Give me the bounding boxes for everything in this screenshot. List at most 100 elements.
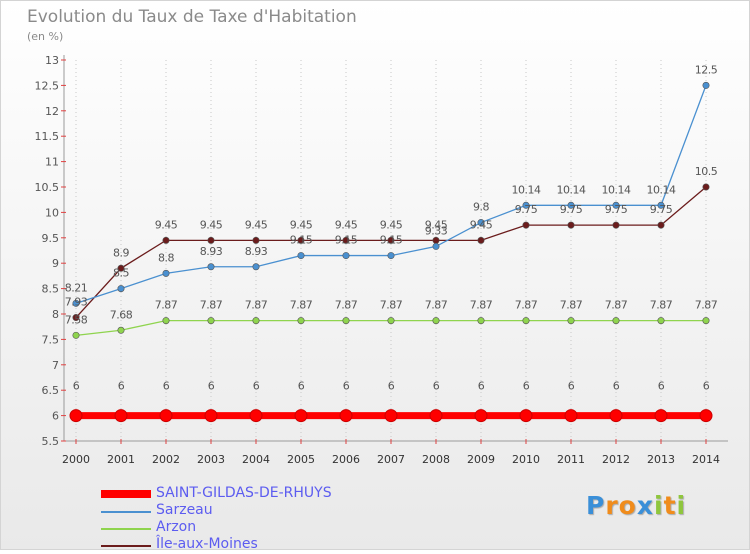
data-point [387,252,395,260]
logo-letter: P [586,491,606,520]
logo-letter: i [676,491,687,520]
x-tick-label: 2002 [152,453,180,466]
data-point [342,317,350,325]
data-label: 6 [433,380,440,393]
data-point [654,409,668,423]
y-tick-label: 7 [52,359,59,372]
legend-item: Arzon [101,519,441,537]
data-point [72,314,80,322]
data-label: 6 [163,380,170,393]
y-tick-label: 13 [45,54,59,67]
x-tick-label: 2011 [557,453,585,466]
chart-title: Evolution du Taux de Taxe d'Habitation [27,7,357,27]
data-point [432,236,440,244]
data-point [612,221,620,229]
data-point [252,317,260,325]
data-point [522,201,530,209]
data-label: 7.87 [470,299,493,312]
data-label: 6 [613,380,620,393]
data-point [162,269,170,277]
logo-letter: i [654,491,664,520]
data-point [567,221,575,229]
y-tick-label: 9 [52,257,59,270]
data-label: 7.87 [650,299,673,312]
y-tick-label: 8 [52,308,59,321]
y-tick-label: 10.5 [35,181,60,194]
data-label: 6 [568,380,575,393]
data-point [477,236,485,244]
data-label: 6 [118,380,125,393]
data-point [72,299,80,307]
x-tick-label: 2009 [467,453,495,466]
data-point [657,221,665,229]
data-point [207,263,215,271]
data-point [432,242,440,250]
x-tick-label: 2007 [377,453,405,466]
data-label: 7.87 [155,299,178,312]
data-label: 9.75 [605,203,628,216]
data-label: 9.75 [650,203,673,216]
legend-label: Arzon [156,519,197,535]
data-label: 9.15 [290,234,313,247]
proxiti-logo: Proxiti [586,491,686,520]
y-tick-label: 8.5 [42,283,60,296]
data-label: 6 [343,380,350,393]
chart-subtitle: (en %) [27,30,64,43]
legend-label: SAINT-GILDAS-DE-RHUYS [156,485,332,501]
data-point [252,263,260,271]
data-point [387,236,395,244]
y-tick-label: 6.5 [42,384,60,397]
data-point [612,201,620,209]
data-label: 6 [253,380,260,393]
legend-swatch [101,511,151,513]
data-label: 6 [703,380,710,393]
data-point [297,236,305,244]
data-label: 9.45 [335,218,358,231]
data-label: 7.87 [380,299,403,312]
data-point [519,409,533,423]
data-point [699,409,713,423]
data-point [474,409,488,423]
data-label: 8.93 [245,245,268,258]
data-point [252,236,260,244]
data-point [207,236,215,244]
data-point [342,236,350,244]
legend-item: SAINT-GILDAS-DE-RHUYS [101,485,441,503]
data-label: 7.87 [515,299,538,312]
data-label: 6 [298,380,305,393]
data-label: 9.45 [245,218,268,231]
data-point [159,409,173,423]
data-label: 6 [388,380,395,393]
data-point [702,183,710,191]
data-label: 7.87 [290,299,313,312]
y-tick-label: 5.5 [42,435,60,448]
data-point [657,201,665,209]
y-tick-label: 9.5 [42,232,60,245]
data-point [567,317,575,325]
data-label: 7.68 [110,308,133,321]
data-label: 7.87 [605,299,628,312]
data-label: 9.75 [560,203,583,216]
legend-swatch [101,490,151,498]
data-point [429,409,443,423]
data-label: 10.14 [512,183,541,196]
data-point [432,317,440,325]
data-point [162,317,170,325]
data-point [567,201,575,209]
data-label: 7.87 [560,299,583,312]
legend-swatch [101,528,151,530]
data-point [297,317,305,325]
data-point [477,219,485,227]
data-point [387,317,395,325]
data-point [114,409,128,423]
data-label: 7.58 [65,313,88,326]
data-label: 7.87 [200,299,223,312]
data-point [342,252,350,260]
x-tick-label: 2006 [332,453,360,466]
legend-label: Sarzeau [156,502,213,518]
data-point [609,409,623,423]
y-tick-label: 11.5 [35,130,60,143]
data-label: 8.5 [113,267,129,280]
